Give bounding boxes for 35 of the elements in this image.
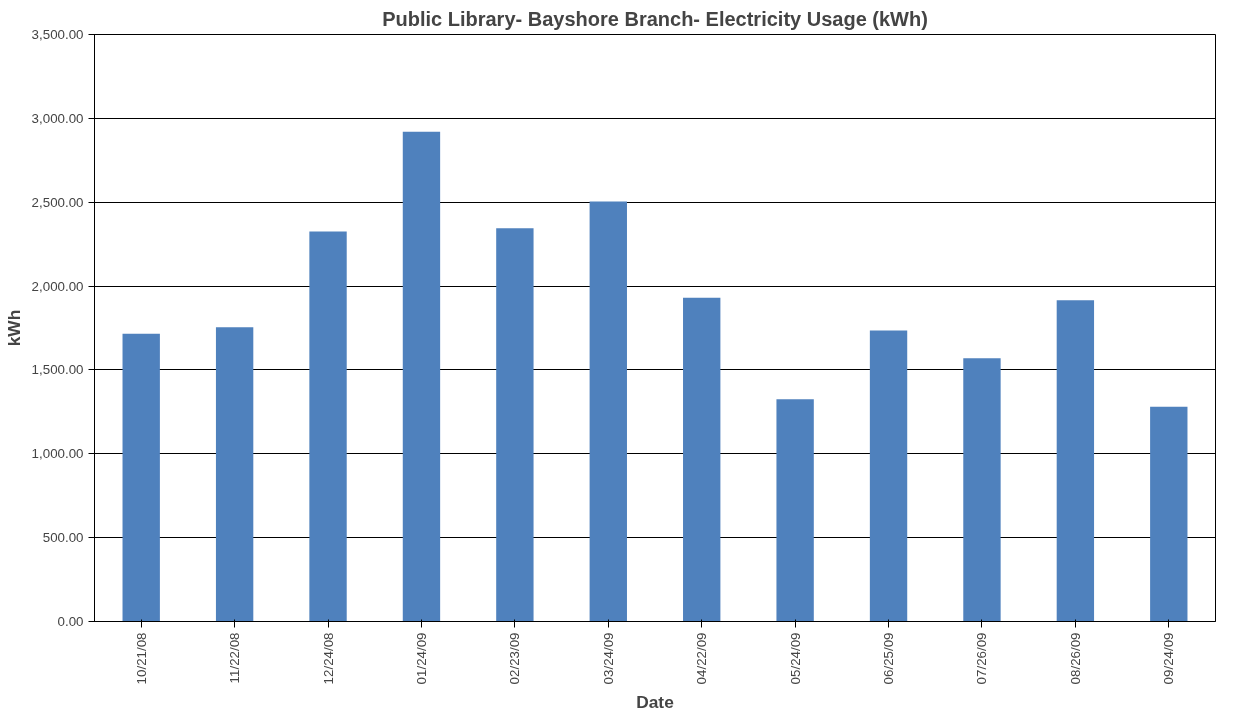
y-tick-label: 2,000.00 bbox=[31, 278, 84, 294]
y-tick-label: 0.00 bbox=[57, 614, 84, 629]
bar bbox=[683, 297, 721, 622]
y-axis-title: kWh bbox=[3, 309, 24, 347]
y-tick-label: 500.00 bbox=[42, 530, 84, 546]
y-tick-label: 2,500.00 bbox=[31, 194, 84, 210]
x-tick-label: 05/24/09 bbox=[787, 632, 803, 685]
bar bbox=[1150, 406, 1188, 622]
bar bbox=[1056, 300, 1095, 622]
bar bbox=[122, 333, 160, 622]
chart-title: Public Library- Bayshore Branch- Electricity Usage (kWh) bbox=[382, 7, 928, 30]
bar bbox=[776, 399, 814, 622]
x-tick-label: 11/22/08 bbox=[227, 632, 243, 684]
x-tick-label: 07/26/09 bbox=[974, 632, 990, 685]
x-tick-label: 09/24/09 bbox=[1161, 632, 1177, 685]
x-axis-title: Date bbox=[636, 692, 675, 713]
bar bbox=[496, 228, 534, 622]
x-tick-label: 10/21/08 bbox=[133, 632, 149, 685]
y-tick-label: 1,500.00 bbox=[31, 362, 84, 378]
y-tick-label: 3,000.00 bbox=[31, 110, 84, 126]
y-tick-label: 3,500.00 bbox=[31, 27, 84, 42]
y-tick-label: 1,000.00 bbox=[31, 446, 84, 462]
bar bbox=[963, 358, 1001, 622]
x-tick-label: 02/23/09 bbox=[507, 632, 523, 685]
bar bbox=[215, 327, 254, 622]
x-tick-label: 03/24/09 bbox=[600, 632, 616, 685]
x-tick-label: 12/24/08 bbox=[320, 632, 336, 685]
x-tick-label: 08/26/09 bbox=[1067, 632, 1083, 685]
bar bbox=[402, 131, 441, 622]
bar bbox=[869, 330, 908, 622]
x-tick-label: 04/22/09 bbox=[694, 632, 710, 685]
bar bbox=[589, 201, 627, 622]
x-tick-label: 06/25/09 bbox=[881, 632, 897, 685]
x-tick-label: 01/24/09 bbox=[413, 632, 429, 685]
bar bbox=[309, 231, 347, 622]
